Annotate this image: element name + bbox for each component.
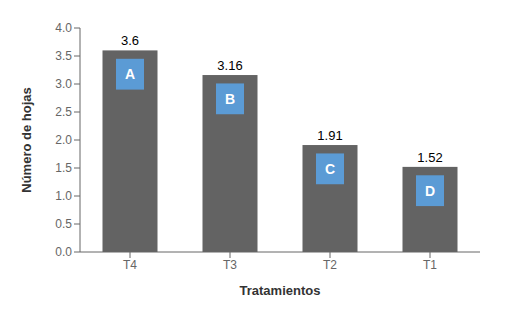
svg-text:4.0: 4.0 — [55, 21, 72, 35]
svg-text:2.0: 2.0 — [55, 133, 72, 147]
svg-text:1.0: 1.0 — [55, 189, 72, 203]
svg-text:3.5: 3.5 — [55, 49, 72, 63]
svg-text:D: D — [425, 183, 435, 199]
svg-text:0.5: 0.5 — [55, 217, 72, 231]
svg-text:1.91: 1.91 — [317, 128, 342, 143]
svg-text:0.0: 0.0 — [55, 245, 72, 259]
svg-text:Número de hojas: Número de hojas — [19, 87, 34, 192]
svg-text:1.52: 1.52 — [417, 150, 442, 165]
svg-text:C: C — [325, 161, 335, 177]
svg-text:B: B — [225, 91, 235, 107]
svg-text:3.16: 3.16 — [217, 58, 242, 73]
svg-text:A: A — [125, 66, 135, 82]
svg-text:T1: T1 — [423, 258, 437, 272]
svg-text:1.5: 1.5 — [55, 161, 72, 175]
svg-text:T4: T4 — [123, 258, 137, 272]
svg-text:Tratamientos: Tratamientos — [240, 283, 321, 298]
svg-text:T3: T3 — [223, 258, 237, 272]
svg-text:T2: T2 — [323, 258, 337, 272]
svg-text:2.5: 2.5 — [55, 105, 72, 119]
svg-text:3.0: 3.0 — [55, 77, 72, 91]
svg-text:3.6: 3.6 — [121, 33, 139, 48]
